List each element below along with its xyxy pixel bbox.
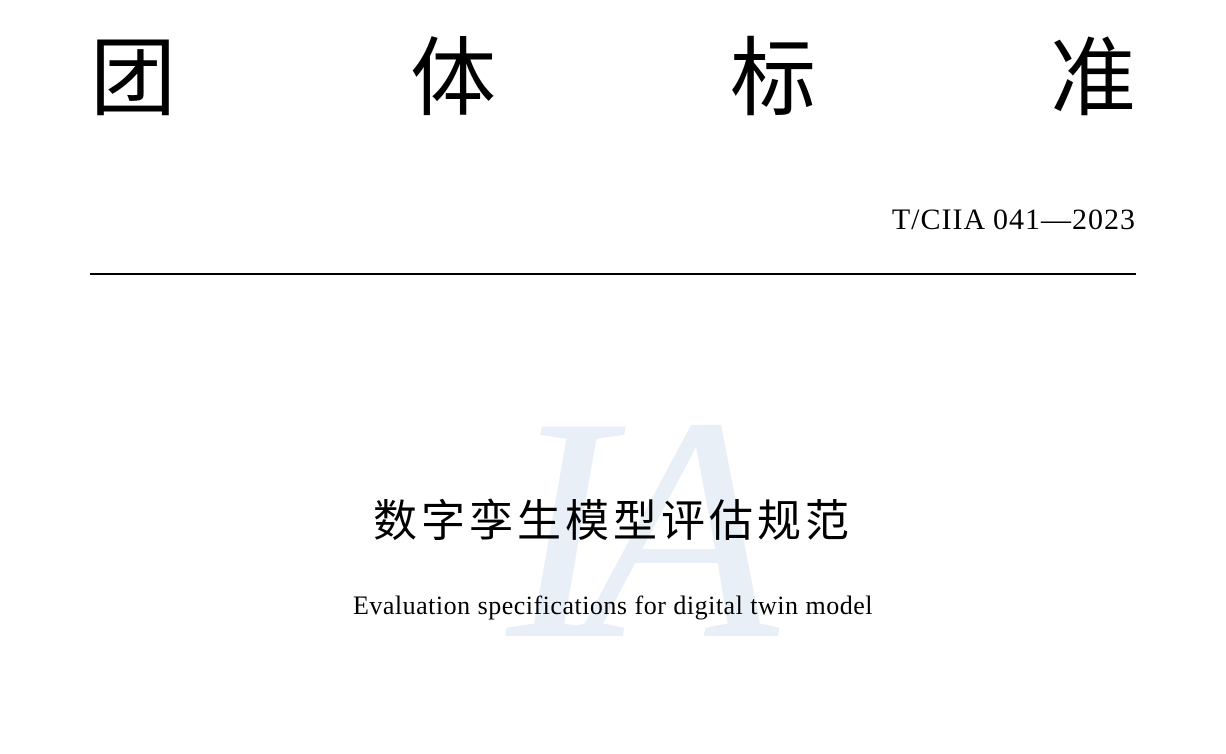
doc-type-char: 标 [730, 8, 816, 133]
doc-type-char: 团 [90, 8, 176, 133]
document-page: 团 体 标 准 T/CIIA 041—2023 IA 数字孪生模型评估规范 Ev… [0, 0, 1226, 754]
title-english: Evaluation specifications for digital tw… [90, 591, 1136, 621]
document-code: T/CIIA 041—2023 [90, 203, 1136, 237]
title-chinese: 数字孪生模型评估规范 [90, 485, 1136, 549]
doc-type-char: 体 [410, 8, 496, 133]
title-block: IA 数字孪生模型评估规范 Evaluation specifications … [90, 485, 1136, 621]
horizontal-rule [90, 273, 1136, 275]
doc-type-char: 准 [1050, 8, 1136, 133]
document-type-heading: 团 体 标 准 [90, 0, 1136, 133]
